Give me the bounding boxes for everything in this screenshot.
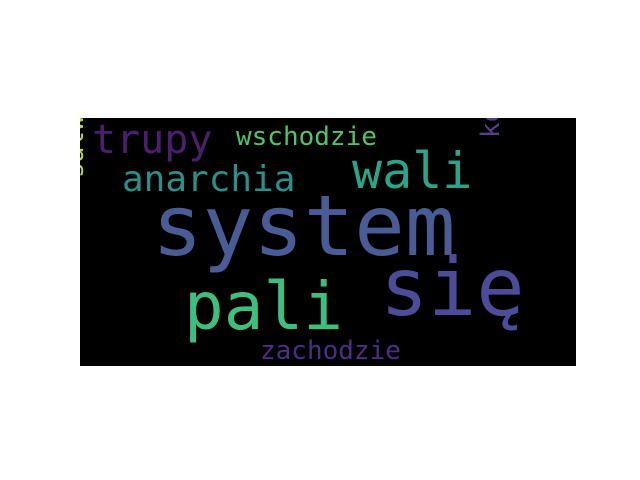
word-kolorze: kolorze	[476, 118, 506, 138]
word-wschodzie: wschodzie	[236, 122, 377, 152]
word-zachodzie: zachodzie	[260, 336, 401, 366]
word-system: system	[152, 177, 456, 275]
word-cloud-canvas: system pali się wali anarchia trupy wsch…	[80, 118, 576, 366]
word-sie: się	[380, 241, 525, 334]
word-salwadorze: salwadorze	[80, 118, 90, 178]
word-pali: pali	[184, 268, 343, 345]
word-anarchia: anarchia	[122, 159, 296, 200]
word-wali: wali	[352, 142, 473, 200]
word-trupy: trupy	[92, 118, 213, 163]
